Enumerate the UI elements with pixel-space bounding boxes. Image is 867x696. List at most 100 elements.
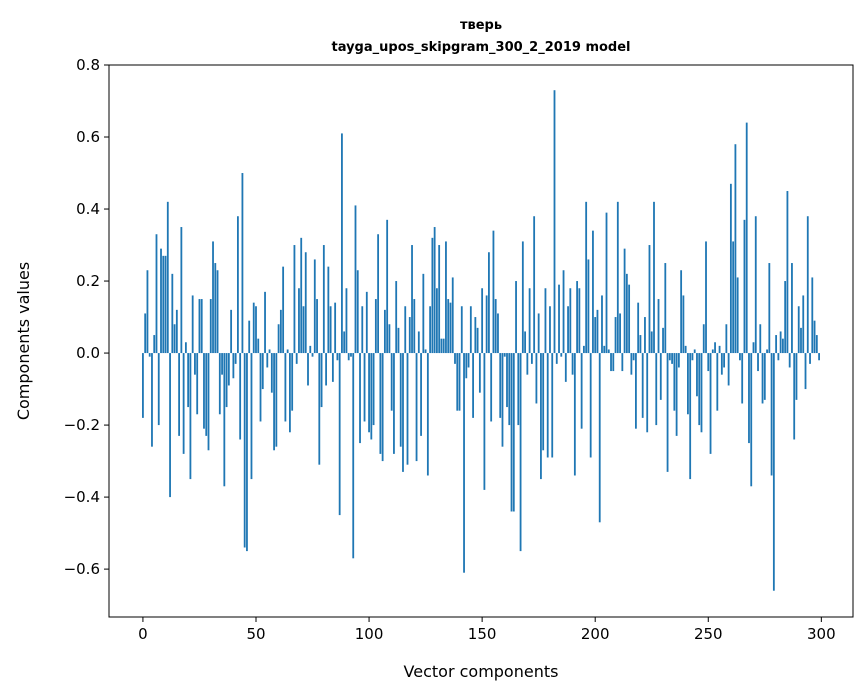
bar [393,353,395,454]
bar [761,353,764,404]
bar [214,263,217,354]
bar [625,273,628,354]
bar [368,353,370,433]
bar [791,263,793,354]
bar [304,252,307,354]
bar [381,353,384,462]
bar [234,353,237,364]
bar [142,353,144,418]
x-tick-label: 250 [694,625,723,643]
bar [786,191,789,354]
bar [282,266,285,354]
bar [227,353,230,386]
bar [365,291,368,354]
bar [298,288,300,354]
bar [630,353,633,375]
bar [623,248,626,354]
bar [535,353,538,404]
bar [506,353,508,408]
bar [239,353,242,440]
y-tick-label: 0.0 [76,344,100,362]
y-tick-label: 0.6 [76,128,100,146]
bar [725,324,728,354]
bar [614,317,617,354]
x-tick-label: 200 [581,625,610,643]
bar [503,353,506,357]
bar [700,353,703,433]
bar [343,331,346,354]
bar [818,353,820,361]
bar [146,270,149,354]
bar [587,259,590,354]
x-tick-label: 0 [138,625,148,643]
bar [203,353,205,429]
bar [463,353,465,573]
bar [524,331,527,354]
bar [537,313,540,354]
bar [752,342,755,354]
bar [395,281,398,354]
bar [223,353,226,487]
bar [279,309,282,354]
bar [264,291,266,354]
bar [433,227,436,354]
bar [370,353,373,440]
bar [397,327,400,354]
bar [386,219,389,354]
bar [508,353,511,426]
bar [442,338,445,354]
bar [157,353,160,426]
bar [316,299,318,354]
bar [515,281,517,354]
bar [558,284,560,354]
bar [546,353,549,458]
bar [562,270,565,354]
bar [456,353,459,411]
bar [788,353,791,368]
bar [225,353,228,408]
bar [517,353,520,426]
bar [693,349,696,354]
bar [544,288,547,354]
bar [729,183,732,354]
bar [352,353,355,559]
bar [259,353,262,422]
bar [492,230,495,354]
bar [553,90,556,354]
bar [293,245,296,354]
bar [415,353,418,462]
bar [194,353,196,375]
bar [268,349,271,354]
bar [784,281,787,354]
y-tick-label: 0.2 [76,272,100,290]
bar [422,273,425,354]
bar [605,212,608,354]
bar [191,295,194,354]
bar [447,299,450,354]
y-axis-label: Components values [14,262,33,420]
bar [144,313,147,354]
bar [257,338,260,354]
bar [734,144,737,354]
bar [449,302,452,354]
bar [519,353,522,552]
bar [295,353,298,364]
bar [151,353,153,447]
bar [797,306,800,354]
bar [307,353,309,386]
y-axis: −0.6 −0.4 −0.2 0.0 0.2 0.4 0.6 0.8 [64,56,109,578]
bar [748,353,750,444]
bar [770,353,773,476]
bar [350,353,352,357]
bar [646,353,649,433]
bar [711,349,714,354]
bar [673,353,676,411]
chart-title: тверь [460,18,502,33]
bar [592,230,594,354]
bar [261,353,264,390]
bar [166,201,169,354]
bar [759,324,762,354]
bar [273,353,275,451]
bar [334,302,337,354]
